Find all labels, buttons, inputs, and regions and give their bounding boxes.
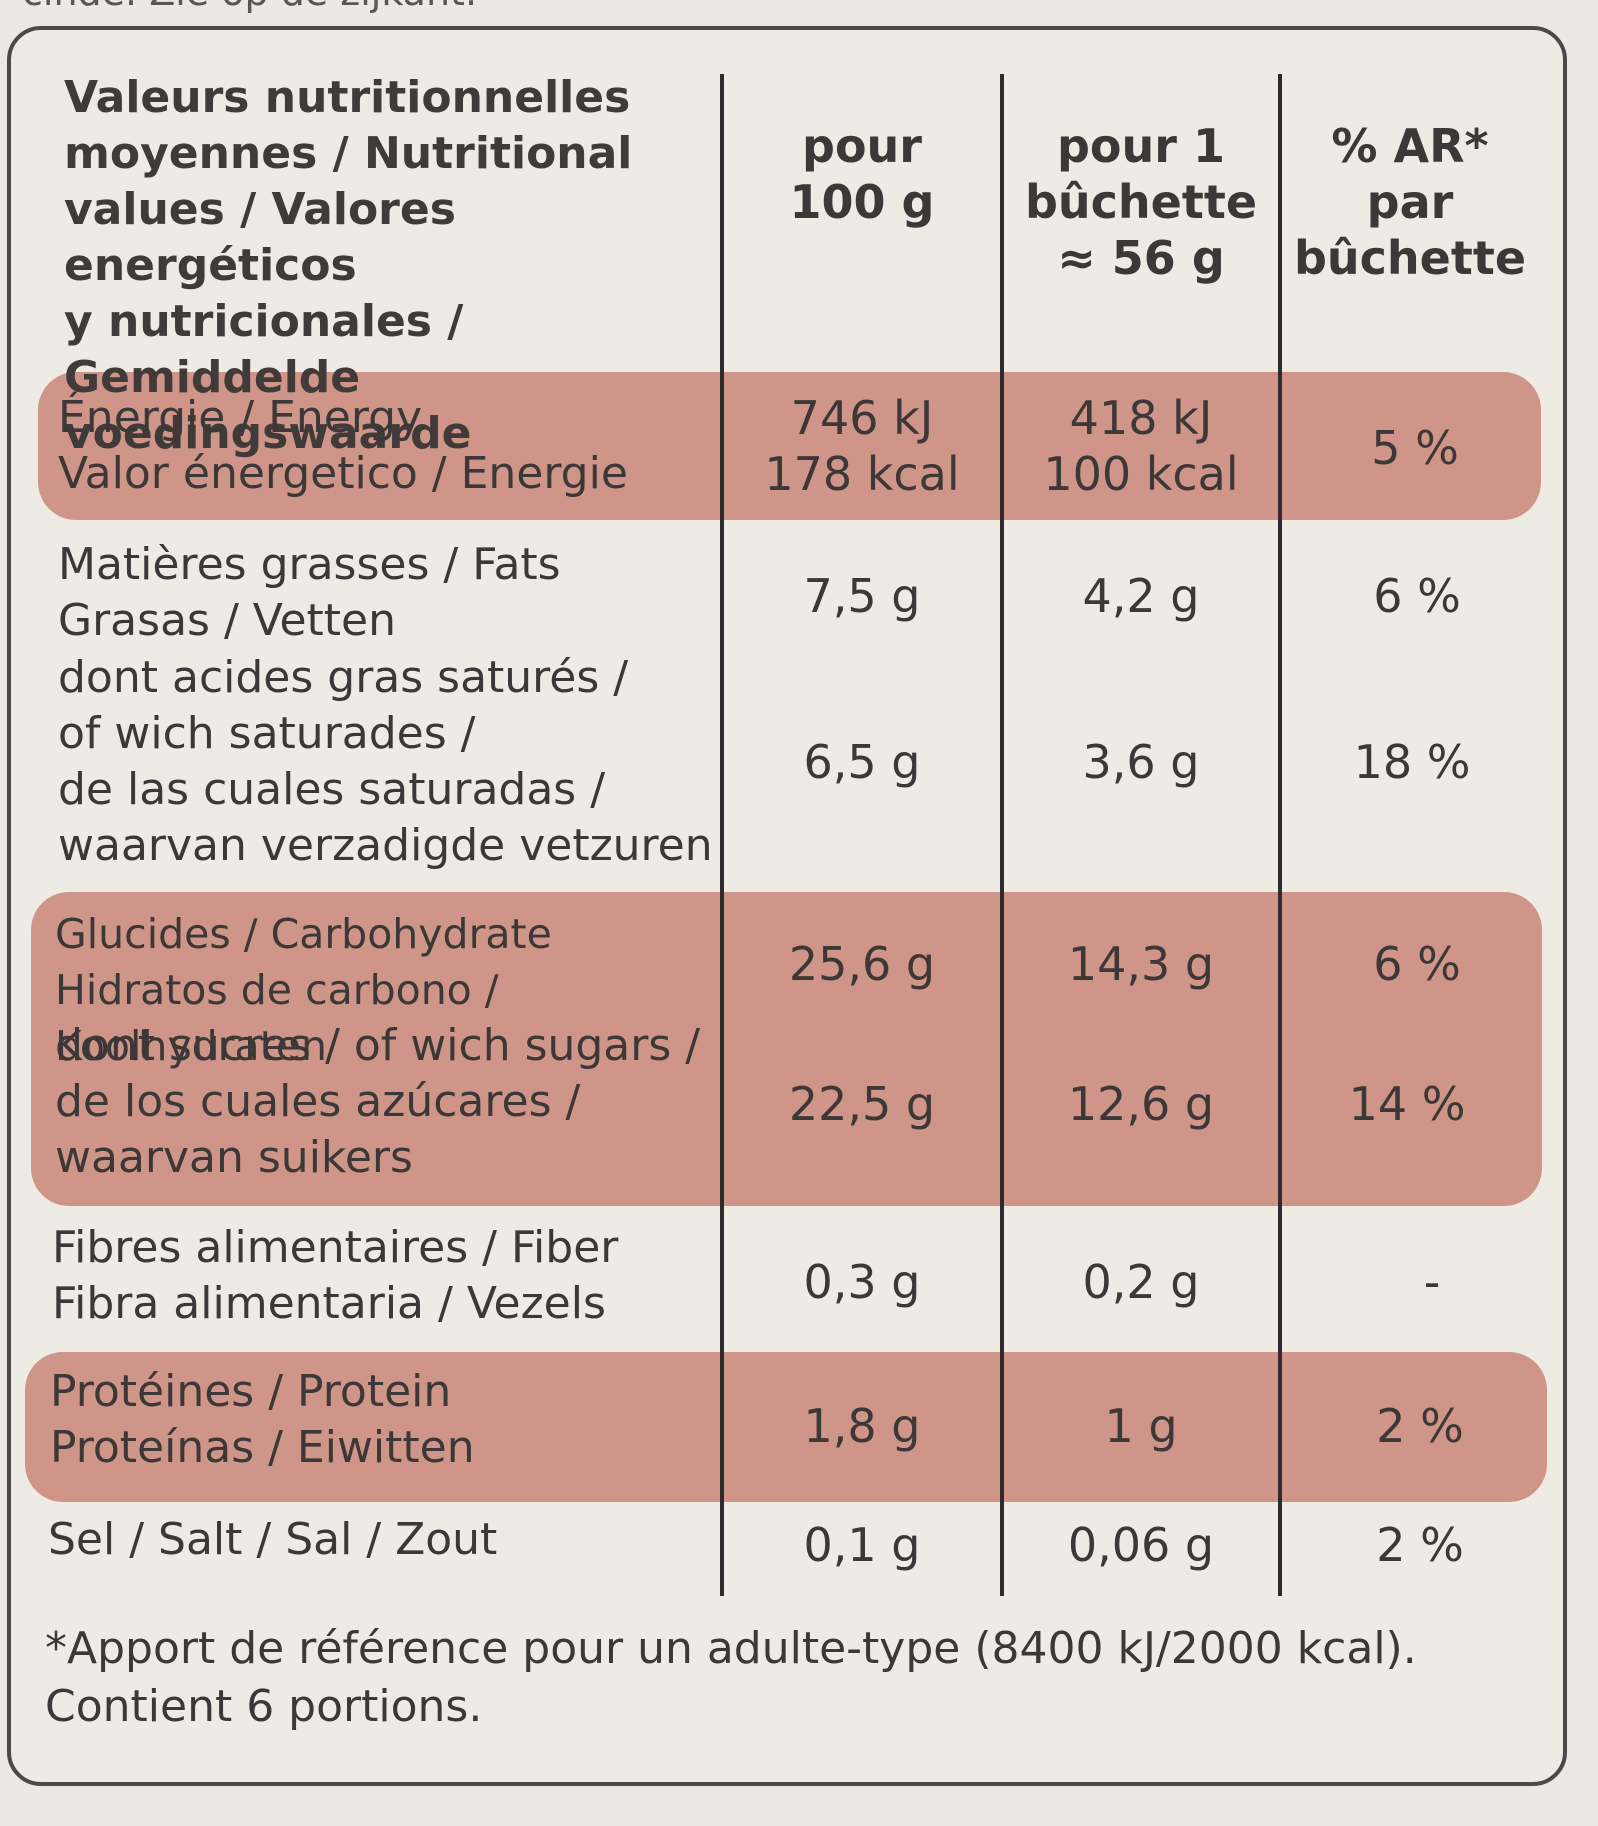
row-protein-per-portion: 1 g	[1104, 1399, 1178, 1453]
row-fiber-per100: 0,3 g	[803, 1255, 921, 1309]
row-carbohydrate-per-portion: 14,3 g	[1067, 937, 1215, 991]
header-label: Valeurs nutritionnelles moyennes / Nutri…	[64, 72, 633, 459]
row-sugars-ar: 14 %	[1348, 1077, 1466, 1131]
column-divider-2	[1000, 74, 1004, 1596]
row-energy-ar: 5 %	[1371, 421, 1459, 475]
row-salt-per-portion: 0,06 g	[1067, 1518, 1215, 1572]
row-fiber-per-portion: 0,2 g	[1082, 1255, 1200, 1309]
row-fats-ar: 6 %	[1373, 569, 1461, 623]
row-energy-per-portion: 418 kJ 100 kcal	[1043, 391, 1239, 501]
row-salt-label: Sel / Salt / Sal / Zout	[48, 1514, 498, 1565]
row-fats-per-portion: 4,2 g	[1082, 569, 1200, 623]
header-per100: pour 100 g	[789, 119, 935, 229]
row-carbohydrate-per100: 25,6 g	[788, 937, 936, 991]
header-ar: % AR* par bûchette	[1293, 119, 1527, 285]
row-sugars-per-portion: 12,6 g	[1067, 1077, 1215, 1131]
row-sugars-label: dont sucres / of wich sugars / de los cu…	[55, 1020, 701, 1183]
row-energy-label: Énergie / Energy Valor énergetico / Ener…	[58, 392, 628, 499]
row-salt-per100: 0,1 g	[803, 1518, 921, 1572]
row-protein-ar: 2 %	[1376, 1399, 1464, 1453]
carbohydrate-band	[31, 892, 1542, 1206]
row-saturates-label: dont acides gras saturés / of wich satur…	[58, 652, 713, 871]
row-fiber-ar: -	[1423, 1255, 1441, 1309]
row-saturates-per100: 6,5 g	[803, 735, 921, 789]
header-per-portion: pour 1 bûchette ≈ 56 g	[1024, 119, 1258, 285]
row-protein-label: Protéines / Protein Proteínas / Eiwitten	[50, 1366, 475, 1473]
row-salt-ar: 2 %	[1376, 1518, 1464, 1572]
row-sugars-per100: 22,5 g	[788, 1077, 936, 1131]
row-saturates-per-portion: 3,6 g	[1082, 735, 1200, 789]
energy-band	[38, 372, 1541, 520]
top-cut-text: cinde. Zie op de zijkant.	[22, 0, 477, 14]
column-divider-1	[720, 74, 724, 1596]
footnote: *Apport de référence pour un adulte-type…	[45, 1623, 1417, 1732]
row-protein-per100: 1,8 g	[803, 1399, 921, 1453]
row-fiber-label: Fibres alimentaires / Fiber Fibra alimen…	[52, 1222, 619, 1329]
protein-band	[25, 1352, 1547, 1502]
row-saturates-ar: 18 %	[1353, 735, 1471, 789]
row-fats-label: Matières grasses / Fats Grasas / Vetten	[58, 539, 561, 646]
column-divider-3	[1278, 74, 1282, 1596]
row-energy-per100: 746 kJ 178 kcal	[764, 391, 960, 501]
row-carbohydrate-label: Glucides / Carbohydrate Hidratos de carb…	[55, 910, 552, 1070]
row-carbohydrate-ar: 6 %	[1373, 937, 1461, 991]
row-fats-per100: 7,5 g	[803, 569, 921, 623]
